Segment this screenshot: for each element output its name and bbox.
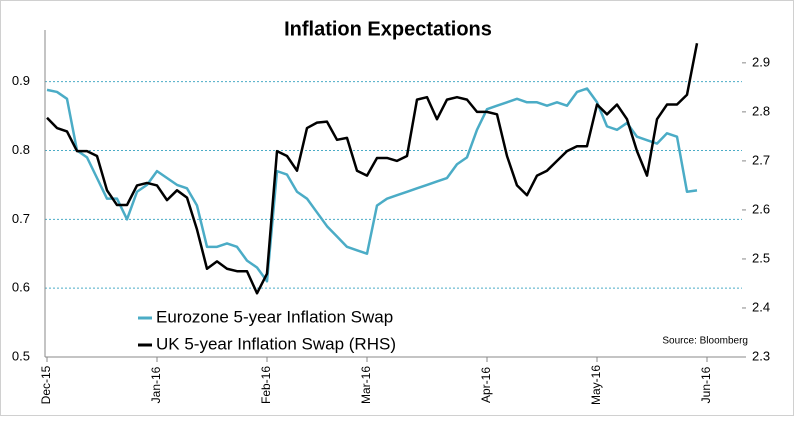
y2-tick-label: 2.5 [752,250,770,265]
x-tick-label: Apr-16 [479,367,493,403]
chart-title: Inflation Expectations [284,18,492,40]
y2-tick-label: 2.8 [752,103,770,118]
x-tick-label: Feb-16 [259,366,273,404]
source-note: Source: Bloomberg [662,336,748,347]
y2-tick-label: 2.6 [752,201,770,216]
x-tick-label: Dec-15 [39,365,53,404]
series-line [46,42,699,295]
x-tick-label: Jun-16 [699,366,713,403]
y-tick-label: 0.8 [12,142,30,157]
legend-label: Eurozone 5-year Inflation Swap [156,307,393,326]
series-line [46,87,698,283]
x-tick-label: Mar-16 [359,366,373,404]
y2-tick-label: 2.3 [752,348,770,363]
x-tick-label: Jan-16 [149,366,163,403]
y-tick-label: 0.9 [12,73,30,88]
y2-tick-label: 2.4 [752,299,770,314]
y2-tick-label: 2.7 [752,152,770,167]
x-tick-label: May-16 [589,365,603,405]
y2-tick-label: 2.9 [752,54,770,69]
legend-label: UK 5-year Inflation Swap (RHS) [156,334,396,353]
y-tick-label: 0.7 [12,211,30,226]
y-tick-label: 0.6 [12,280,30,295]
y-tick-label: 0.5 [12,348,30,363]
